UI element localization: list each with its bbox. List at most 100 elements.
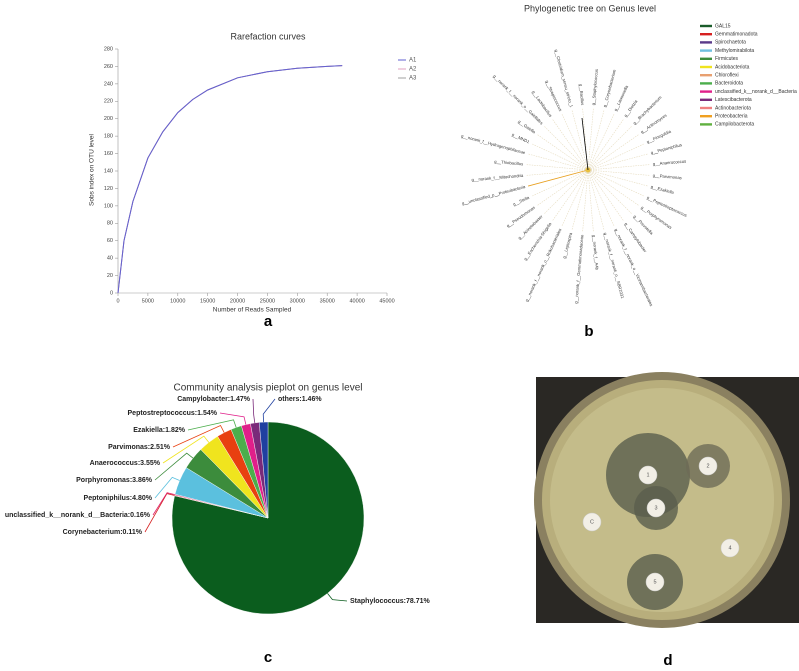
leaf-label: g__Dietzia	[623, 98, 639, 118]
curve	[117, 65, 343, 294]
leaf-label: g__Parvimonas	[653, 173, 682, 181]
branch	[587, 169, 615, 227]
pie-label: Campylobacter:1.47%	[177, 396, 251, 403]
branch	[531, 143, 589, 171]
legend-label: Bacteroidota	[715, 81, 743, 87]
legend-label: Campilobacterota	[715, 122, 754, 128]
leaf-label: g__norank_f__Mitochondria	[471, 173, 524, 183]
y-tick-label: 200	[104, 116, 113, 122]
pie-label: Parvimonas:2.51%	[108, 444, 171, 451]
x-tick-label: 10000	[170, 298, 185, 304]
disk-label: 2	[706, 463, 709, 469]
branch	[531, 169, 589, 197]
x-tick-label: 15000	[200, 298, 215, 304]
branch	[552, 119, 589, 171]
leaf-label: g__MND1	[511, 132, 531, 145]
y-tick-label: 120	[104, 186, 113, 192]
x-tick-label: 20000	[230, 298, 245, 304]
pie-slice	[258, 421, 269, 519]
legend-label: GAL15	[715, 23, 731, 29]
leaf-label: g__Staphylococcus	[591, 69, 599, 106]
branch	[587, 169, 648, 187]
branch	[528, 153, 589, 171]
petri-photo	[534, 372, 799, 628]
leaf-label: g__Anaerococcus	[653, 159, 687, 167]
y-tick-label: 240	[104, 81, 113, 87]
legend-label: A3	[409, 76, 417, 82]
y-tick-label: 220	[104, 99, 113, 105]
pie-label: unclassified_k__norank_d__Bacteria:0.16%	[5, 512, 151, 519]
branch	[587, 169, 624, 221]
pie-label: Ezakiella:1.82%	[133, 427, 186, 434]
branch	[587, 169, 633, 215]
leaf-label: g__norank_f__A4b	[592, 235, 600, 271]
disk-label: 5	[653, 579, 656, 585]
branch	[587, 169, 645, 197]
branch	[537, 169, 589, 206]
branch	[571, 110, 589, 171]
legend-swatch	[700, 98, 712, 101]
x-tick-label: 40000	[349, 298, 364, 304]
legend-swatch	[700, 115, 712, 118]
disk	[646, 498, 666, 518]
disk	[720, 538, 740, 558]
line-title: Rarefaction curves	[230, 31, 306, 41]
disk	[638, 465, 658, 485]
legend-label: Spirochaetota	[715, 40, 746, 46]
legend-swatch	[700, 24, 712, 28]
branch	[587, 143, 645, 171]
disk	[582, 512, 602, 532]
legend-swatch	[700, 123, 712, 126]
leader-line	[252, 398, 256, 423]
disk-label: 4	[728, 545, 731, 551]
y-tick-label: 60	[107, 238, 113, 244]
pie-slice	[171, 421, 365, 615]
branch	[587, 169, 650, 176]
branch	[582, 169, 589, 232]
branch	[543, 125, 589, 171]
leader-line	[187, 419, 237, 431]
branch	[587, 113, 615, 171]
x-tick-label: 45000	[379, 298, 394, 304]
pie-label: Peptostreptococcus:1.54%	[128, 410, 218, 417]
branch	[587, 169, 639, 206]
leaf-label: g__norank_f__norank_o__Rokubacteriales	[524, 228, 562, 303]
y-tick-label: 180	[104, 134, 113, 140]
y-tick-label: 40	[107, 256, 113, 262]
panel-label: c	[264, 649, 272, 666]
pie-title: Community analysis pieplot on genus leve…	[174, 383, 363, 394]
pie-label: Corynebacterium:0.11%	[63, 529, 143, 536]
leader-line	[162, 435, 210, 464]
legend-swatch	[700, 49, 712, 52]
x-tick-label: 35000	[320, 298, 335, 304]
y-tick-label: 20	[107, 273, 113, 279]
leaf-label: g__Finegoldia	[646, 129, 673, 145]
leader-line	[152, 492, 175, 516]
y-tick-label: 0	[110, 290, 113, 296]
legend-label: Actinobacteriota	[715, 105, 751, 111]
legend-swatch	[700, 90, 712, 93]
leader-line	[219, 412, 247, 425]
legend-swatch	[700, 74, 712, 77]
leaf-label: g__Peptoniphilus	[650, 142, 682, 155]
legend-label: Proteobacteria	[715, 114, 748, 120]
branch	[587, 134, 639, 171]
leader-line	[172, 424, 225, 448]
branch	[587, 125, 633, 171]
legend-swatch	[700, 65, 712, 69]
leader-line	[327, 593, 348, 602]
legend-label: Gemmatimonadota	[715, 32, 758, 38]
leaf-label: g__Bacillus	[578, 84, 585, 106]
leader-line	[154, 476, 180, 499]
tree-title: Phylogenetic tree on Genus level	[524, 3, 656, 13]
legend-label: unclassified_k__norank_d__Bacteria	[715, 89, 797, 95]
x-tick-label: 30000	[290, 298, 305, 304]
legend-label: A1	[409, 58, 417, 64]
pie-label: Porphyromonas:3.86%	[76, 477, 153, 484]
y-tick-label: 160	[104, 151, 113, 157]
branch	[552, 169, 589, 221]
leader-line	[154, 452, 194, 481]
legend-label: Methylomirabilota	[715, 48, 754, 54]
panel-label: d	[663, 652, 672, 669]
